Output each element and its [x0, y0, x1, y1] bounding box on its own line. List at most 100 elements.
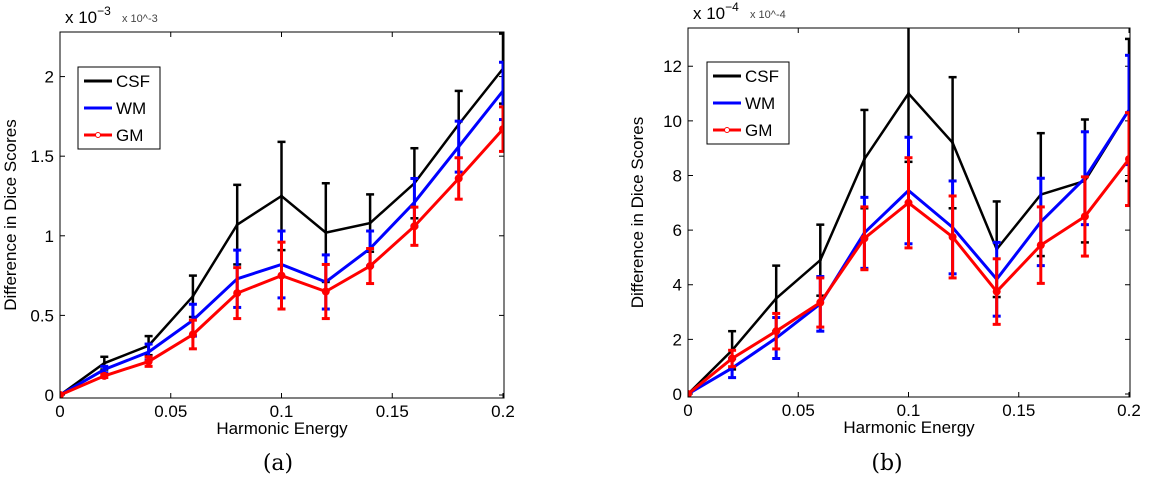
subplot-caption: (b) — [871, 451, 902, 476]
y-tick-label: 12 — [663, 57, 682, 76]
data-point — [904, 198, 913, 207]
series-gm — [688, 111, 1130, 397]
legend-marker — [95, 132, 101, 138]
data-point — [100, 371, 109, 380]
data-point — [454, 174, 463, 183]
legend-label: GM — [745, 121, 772, 140]
data-point — [816, 298, 825, 307]
data-point — [728, 354, 737, 363]
data-point — [992, 287, 1001, 296]
y-multiplier-base: x 10 — [693, 4, 725, 23]
y-axis-label: Difference in Dice Scores — [628, 117, 647, 309]
x-tick-label: 0 — [683, 401, 692, 420]
subplot-caption: (a) — [263, 451, 293, 476]
data-point — [1036, 241, 1045, 250]
y-multiplier-base: x 10 — [65, 8, 97, 27]
legend-label: WM — [745, 94, 775, 113]
data-point — [948, 232, 957, 241]
axes-box — [59, 31, 505, 399]
x-axis-label: Harmonic Energy — [843, 418, 975, 437]
legend-item-wm: WM — [713, 94, 775, 113]
y-tick-label: 4 — [673, 276, 682, 295]
legend-marker — [724, 127, 730, 133]
data-point — [102, 361, 106, 365]
y-multiplier: x 10−4 — [693, 0, 739, 23]
data-point — [368, 221, 372, 225]
data-point — [188, 330, 197, 339]
x-tick-label: 0.1 — [897, 401, 921, 420]
subplot-a: 0 0.05 0.1 0.15 0.2 0 0.5 1 1.5 2 x 10−3 x 10^-3 Har… — [1, 4, 515, 476]
y-tick-label: 0 — [673, 385, 682, 404]
y-tick-label: 8 — [673, 166, 682, 185]
x-tick-label: 0.05 — [782, 401, 815, 420]
axes-box — [687, 27, 1131, 398]
data-point — [818, 258, 822, 262]
y-tick-label: 6 — [673, 221, 682, 240]
y-multiplier-exponent: −3 — [97, 4, 111, 18]
x-tick-label: 0.05 — [154, 402, 187, 421]
data-point — [60, 391, 64, 398]
x-tick-label: 0 — [55, 402, 64, 421]
plot-area — [60, 32, 504, 398]
legend-label: WM — [116, 99, 146, 118]
x-tick-label: 0.2 — [491, 402, 515, 421]
x-axis-label: Harmonic Energy — [216, 419, 348, 438]
y-multiplier-exponent: −4 — [725, 0, 739, 14]
data-point — [144, 357, 153, 366]
legend-item-csf: CSF — [84, 72, 150, 91]
legend-label: GM — [116, 126, 143, 145]
legend-item-csf: CSF — [713, 67, 779, 86]
data-point — [1127, 108, 1130, 112]
data-point — [280, 194, 283, 198]
y-multiplier-text: x 10^-4 — [750, 9, 786, 21]
y-tick-label: 1.5 — [30, 147, 54, 166]
data-point — [772, 327, 781, 336]
data-point — [147, 350, 151, 354]
data-point — [1080, 212, 1089, 221]
y-tick-label: 1 — [45, 227, 54, 246]
data-point — [191, 294, 195, 298]
y-tick-label: 0 — [45, 386, 54, 405]
legend-item-wm: WM — [84, 99, 146, 118]
data-point — [499, 125, 504, 134]
data-point — [951, 141, 955, 145]
data-point — [774, 296, 778, 300]
plot-area — [688, 28, 1130, 397]
legend: CSF WM GM — [706, 61, 790, 145]
data-point — [862, 157, 866, 161]
y-tick-label: 2 — [45, 68, 54, 87]
series-gm — [60, 105, 504, 398]
y-tick-label: 0.5 — [30, 306, 54, 325]
data-point — [277, 271, 286, 280]
legend: CSF WM GM — [77, 66, 161, 150]
data-point — [366, 262, 375, 271]
y-axis-label: Difference in Dice Scores — [1, 119, 20, 311]
data-point — [321, 287, 330, 296]
data-point — [233, 289, 242, 298]
data-point — [688, 390, 692, 397]
y-multiplier-text: x 10^-3 — [122, 13, 158, 25]
data-point — [457, 145, 461, 149]
data-point — [907, 92, 910, 96]
legend-label: CSF — [745, 67, 779, 86]
data-point — [501, 89, 504, 93]
y-multiplier: x 10−3 — [65, 4, 111, 27]
x-tick-label: 0.2 — [1117, 401, 1141, 420]
data-point — [860, 234, 869, 243]
x-tick-label: 0.15 — [376, 402, 409, 421]
x-tick-label: 0.1 — [270, 402, 294, 421]
data-point — [412, 200, 416, 204]
data-point — [235, 223, 239, 227]
y-tick-label: 10 — [663, 112, 682, 131]
data-point — [410, 222, 419, 231]
data-point — [102, 368, 106, 372]
y-tick-label: 2 — [673, 330, 682, 349]
data-point — [1125, 155, 1130, 164]
data-point — [324, 231, 328, 235]
legend-item-gm: GM — [84, 126, 143, 145]
x-tick-label: 0.15 — [1002, 401, 1035, 420]
legend-label: CSF — [116, 72, 150, 91]
subplot-b: 0 0.05 0.1 0.15 0.2 0 2 4 6 8 10 12 x 10−4 x 10^-4 Har… — [628, 0, 1141, 476]
legend-item-gm: GM — [713, 121, 772, 140]
